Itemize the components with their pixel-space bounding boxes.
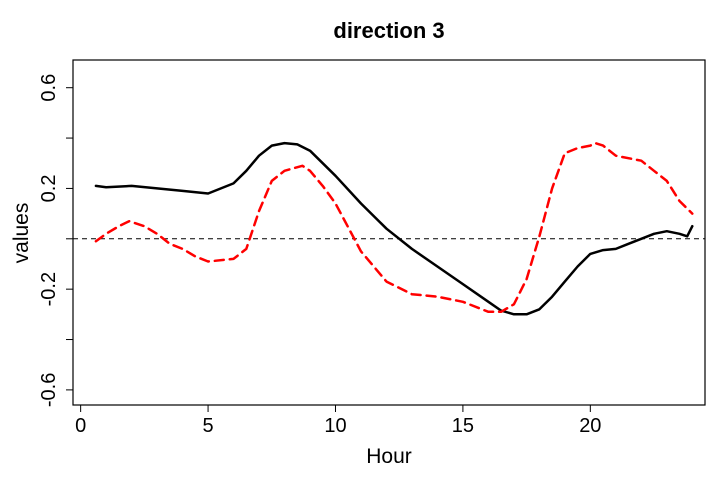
series-line-red-dashed (94, 141, 694, 314)
x-tick-label: 20 (579, 415, 601, 437)
x-axis: 0 5 10 15 20 (75, 404, 601, 437)
y-tick-label: 0.6 (38, 74, 60, 102)
y-tick-label: -0.2 (38, 272, 60, 306)
x-tick-label: 10 (324, 415, 346, 437)
chart-title: direction 3 (333, 18, 444, 43)
x-tick-label: 0 (75, 415, 86, 437)
x-axis-label: Hour (366, 445, 412, 468)
series-layer (94, 141, 694, 316)
x-tick-label: 15 (452, 415, 474, 437)
y-tick-label: -0.6 (38, 373, 60, 407)
y-tick-label: 0.2 (38, 175, 60, 203)
plot-frame (72, 59, 706, 406)
y-axis-label: values (10, 203, 33, 264)
x-tick-label: 5 (203, 415, 214, 437)
y-axis: -0.6 -0.2 0.2 0.6 (38, 74, 74, 407)
series-line-black-solid (94, 141, 694, 316)
